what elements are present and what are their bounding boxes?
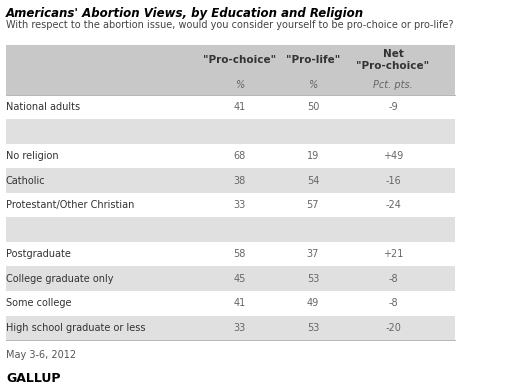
Text: Catholic: Catholic [6,175,46,185]
Text: 41: 41 [233,298,246,308]
Bar [6,119,455,144]
Bar [6,217,455,242]
Text: 49: 49 [307,298,319,308]
Text: +49: +49 [383,151,403,161]
Text: College graduate only: College graduate only [6,274,114,284]
Bar [6,144,455,168]
Text: -24: -24 [385,200,401,210]
Text: 53: 53 [307,274,319,284]
Text: Net
"Pro-choice": Net "Pro-choice" [357,49,430,71]
Text: -9: -9 [388,102,398,112]
Text: 37: 37 [307,249,319,259]
Text: 54: 54 [307,175,319,185]
Text: National adults: National adults [6,102,80,112]
Text: Protestant/Other Christian: Protestant/Other Christian [6,200,134,210]
Text: GALLUP: GALLUP [6,372,61,385]
Bar [6,267,455,291]
Text: 68: 68 [233,151,246,161]
Text: 58: 58 [233,249,246,259]
Text: High school graduate or less: High school graduate or less [6,323,145,333]
Text: 33: 33 [233,323,246,333]
Text: With respect to the abortion issue, would you consider yourself to be pro-choice: With respect to the abortion issue, woul… [6,20,453,30]
Text: 33: 33 [233,200,246,210]
Text: Pct. pts.: Pct. pts. [373,80,413,90]
Text: May 3-6, 2012: May 3-6, 2012 [6,350,76,360]
Bar [6,242,455,267]
Text: Americans' Abortion Views, by Education and Religion: Americans' Abortion Views, by Education … [6,7,364,20]
Text: -8: -8 [388,274,398,284]
Text: 57: 57 [307,200,319,210]
Bar [6,95,455,119]
Text: "Pro-life": "Pro-life" [286,55,340,65]
Text: 53: 53 [307,323,319,333]
Text: 41: 41 [233,102,246,112]
Bar [6,291,455,315]
Text: +21: +21 [383,249,403,259]
Text: Some college: Some college [6,298,71,308]
Text: %: % [235,80,244,90]
Text: 38: 38 [233,175,246,185]
Text: 45: 45 [233,274,246,284]
Bar [6,193,455,217]
Text: "Pro-choice": "Pro-choice" [203,55,276,65]
Text: 19: 19 [307,151,319,161]
Text: No religion: No religion [6,151,59,161]
Text: Postgraduate: Postgraduate [6,249,71,259]
Text: %: % [308,80,318,90]
Text: -16: -16 [385,175,401,185]
Bar [6,168,455,193]
Text: -8: -8 [388,298,398,308]
Bar [6,315,455,340]
Text: -20: -20 [385,323,401,333]
Text: 50: 50 [307,102,319,112]
Bar [6,76,455,95]
Bar [6,45,455,76]
